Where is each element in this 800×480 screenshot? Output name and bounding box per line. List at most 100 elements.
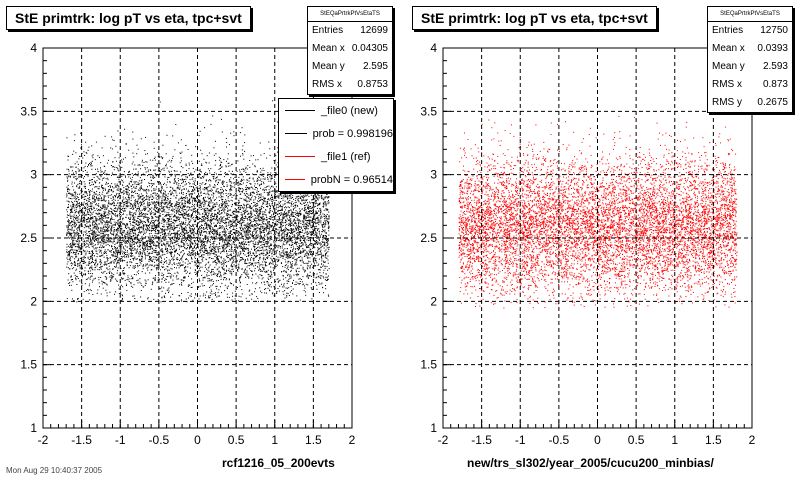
data-point xyxy=(93,216,95,217)
data-point xyxy=(287,210,289,212)
data-point xyxy=(137,266,139,268)
data-point xyxy=(324,202,326,204)
data-point xyxy=(180,207,182,209)
data-point xyxy=(129,242,131,244)
data-point xyxy=(168,224,170,226)
data-point xyxy=(189,240,191,242)
data-point xyxy=(291,216,293,217)
data-point xyxy=(220,279,222,280)
data-point xyxy=(75,209,77,211)
data-point xyxy=(170,203,172,205)
data-point xyxy=(127,250,128,252)
data-point xyxy=(136,251,138,253)
data-point xyxy=(189,295,191,297)
data-point xyxy=(171,251,173,253)
data-point xyxy=(161,211,163,213)
data-point xyxy=(268,180,270,182)
data-point xyxy=(280,224,282,225)
data-point xyxy=(161,281,163,283)
data-point xyxy=(161,257,162,259)
data-point xyxy=(68,197,70,199)
data-point xyxy=(211,274,213,276)
data-point xyxy=(71,243,73,245)
data-point xyxy=(322,242,324,243)
data-point xyxy=(181,239,183,241)
data-point xyxy=(304,271,305,273)
data-point xyxy=(302,248,304,249)
data-point xyxy=(169,230,171,232)
data-point xyxy=(196,265,198,267)
data-point xyxy=(72,194,74,196)
data-point xyxy=(235,249,236,251)
data-point xyxy=(241,217,243,219)
data-point xyxy=(75,152,77,154)
data-point xyxy=(308,208,309,210)
data-point xyxy=(150,183,152,185)
data-point xyxy=(206,268,207,270)
data-point xyxy=(295,213,297,215)
data-point xyxy=(143,248,145,250)
data-point xyxy=(180,171,182,173)
data-point xyxy=(314,263,315,265)
data-point xyxy=(192,211,194,213)
data-point xyxy=(109,219,111,221)
data-point xyxy=(263,267,265,269)
data-point xyxy=(191,214,193,216)
data-point xyxy=(92,216,94,218)
data-point xyxy=(247,222,249,224)
data-point xyxy=(101,232,103,234)
data-point xyxy=(116,272,118,274)
data-point xyxy=(202,238,204,239)
data-point xyxy=(167,250,169,251)
data-point xyxy=(116,184,118,186)
data-point xyxy=(246,236,248,238)
data-point xyxy=(259,142,261,144)
data-point xyxy=(276,206,278,208)
data-point xyxy=(172,293,174,295)
data-point xyxy=(224,201,225,203)
data-point xyxy=(161,240,163,242)
data-point xyxy=(130,249,132,251)
data-point xyxy=(273,160,275,162)
data-point xyxy=(246,231,248,232)
data-point xyxy=(294,248,296,250)
data-point xyxy=(209,257,211,258)
data-point xyxy=(113,274,115,276)
data-point xyxy=(163,167,165,169)
data-point xyxy=(190,193,192,195)
data-point xyxy=(66,168,68,170)
data-point xyxy=(258,246,260,248)
data-point xyxy=(70,233,72,235)
data-point xyxy=(166,276,168,278)
data-point xyxy=(221,205,222,206)
data-point xyxy=(90,267,92,269)
data-point xyxy=(180,245,182,247)
data-point xyxy=(171,256,173,257)
data-point xyxy=(126,251,128,253)
data-point xyxy=(309,251,311,253)
data-point xyxy=(280,263,282,264)
data-point xyxy=(100,171,102,173)
data-point xyxy=(286,218,288,220)
data-point xyxy=(252,273,254,275)
data-point xyxy=(209,247,211,249)
data-point xyxy=(205,263,207,265)
data-point xyxy=(276,249,278,251)
data-point xyxy=(105,183,107,185)
data-point xyxy=(73,207,75,209)
data-point xyxy=(131,195,133,197)
data-point xyxy=(201,266,203,268)
data-point xyxy=(247,206,249,208)
data-point xyxy=(328,222,330,224)
data-point xyxy=(108,263,110,264)
data-point xyxy=(179,223,181,225)
data-point xyxy=(223,190,224,192)
data-point xyxy=(324,235,326,237)
data-point xyxy=(175,201,177,203)
data-point xyxy=(250,198,252,200)
data-point xyxy=(214,256,216,257)
data-point xyxy=(151,195,153,197)
data-point xyxy=(123,232,125,234)
data-point xyxy=(213,176,215,177)
data-point xyxy=(125,216,127,218)
